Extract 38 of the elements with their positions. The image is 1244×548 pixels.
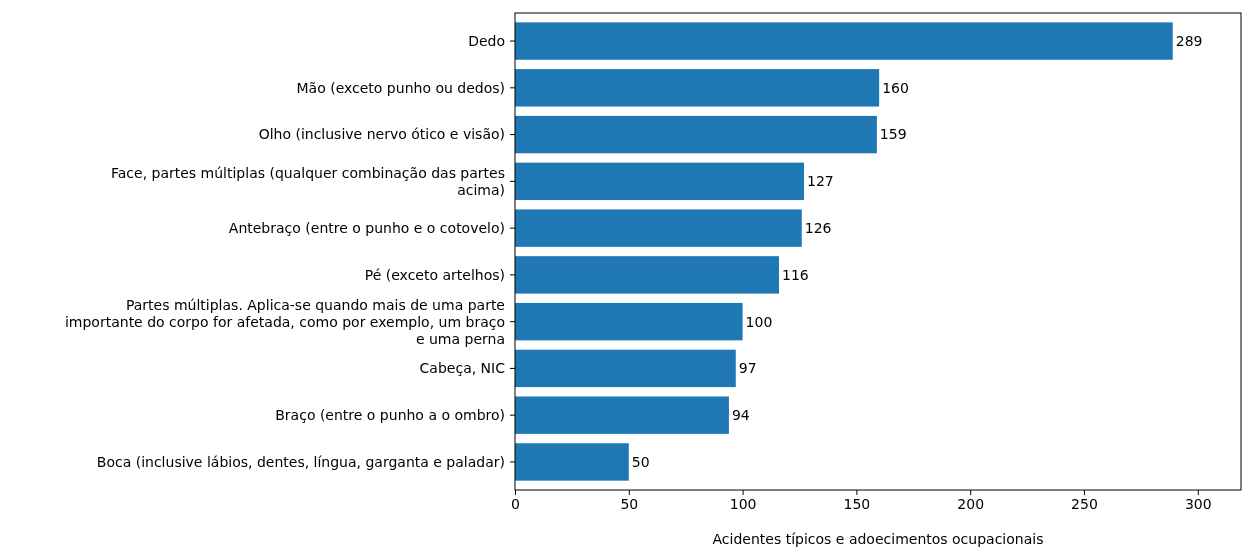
bar xyxy=(515,349,736,388)
y-tick-label: Braço (entre o punho a o ombro) xyxy=(275,407,505,424)
y-tick-label: Olho (inclusive nervo ótico e visão) xyxy=(258,126,505,143)
bar xyxy=(515,256,779,294)
bar xyxy=(515,209,802,247)
x-tick-label: 0 xyxy=(511,495,520,512)
y-tick-label: Dedo xyxy=(468,32,505,49)
y-tick-label: Antebraço (entre o punho e o cotovelo) xyxy=(228,220,505,237)
data-label: 126 xyxy=(804,220,832,237)
data-label: 97 xyxy=(738,360,757,377)
bar xyxy=(515,302,743,341)
y-tick-label: Pé (exceto artelhos) xyxy=(364,266,505,283)
data-label: 94 xyxy=(731,407,750,424)
x-tick-label: 200 xyxy=(957,495,985,512)
bar xyxy=(515,396,729,434)
bar xyxy=(515,162,805,201)
x-tick-label: 150 xyxy=(843,495,871,512)
bar xyxy=(515,69,880,107)
y-tick-label: Boca (inclusive lábios, dentes, língua, garganta e paladar) xyxy=(96,453,505,470)
x-tick-label: 300 xyxy=(1184,495,1212,512)
x-tick-label: 50 xyxy=(620,495,639,512)
x-tick-label: 250 xyxy=(1071,495,1098,512)
data-label: 160 xyxy=(882,79,909,96)
y-tick-label: Face, partes múltiplas (qualquer combinação das partes acima) xyxy=(110,164,505,198)
data-label: 289 xyxy=(1175,32,1203,49)
data-label: 100 xyxy=(745,313,773,330)
x-tick-label: 100 xyxy=(729,495,757,512)
y-tick-label: Cabeça, NIC xyxy=(419,360,506,377)
data-label: 127 xyxy=(807,173,834,190)
bar xyxy=(515,22,1173,60)
bar xyxy=(515,443,629,481)
y-tick-label: Mão (exceto punho ou dedos) xyxy=(296,79,505,96)
x-axis-title: Acidentes típicos e adoecimentos ocupacionais xyxy=(712,531,1044,547)
data-label: 116 xyxy=(782,266,809,283)
bar xyxy=(515,115,877,154)
data-label: 50 xyxy=(631,453,650,470)
data-label: 159 xyxy=(879,126,907,143)
y-tick-label: Partes múltiplas. Aplica-se quando mais de uma parte importante do corpo for afetada, como por exemplo, um braço e uma perna xyxy=(64,296,505,347)
